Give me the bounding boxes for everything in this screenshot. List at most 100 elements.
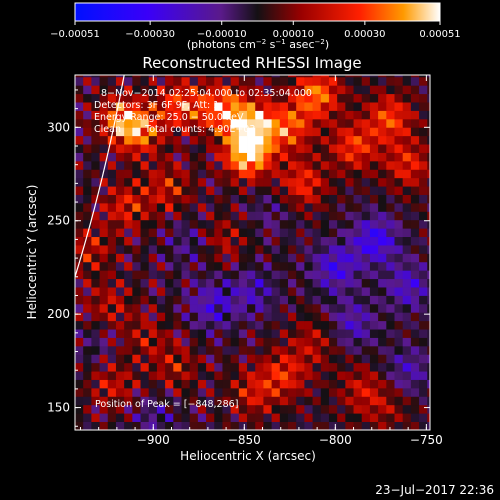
heatmap-cell [238,186,248,195]
heatmap-cell [378,194,387,204]
heatmap-cell [148,228,158,238]
heatmap-cell [369,345,379,355]
heatmap-cell [107,93,117,103]
heatmap-cell [427,118,430,128]
heatmap-cell [83,404,92,414]
heatmap-cell [386,320,395,330]
heatmap-cell [279,413,289,422]
heatmap-cell [361,236,371,246]
heatmap-cell [247,320,256,330]
heatmap-cell [165,102,174,111]
heatmap-cell [124,236,133,246]
heatmap-cell [263,261,273,271]
x-axis-ticks: −900 −850 −800 −750 [79,75,443,447]
heatmap-cell [181,371,191,380]
heatmap-cell [255,228,264,238]
heatmap-cell [353,354,363,364]
heatmap-cell [156,236,166,246]
heatmap-cell [214,211,223,221]
heatmap-cell [386,144,395,153]
heatmap-cell [156,345,166,355]
heatmap-cell [83,287,92,296]
heatmap-cell [107,75,117,78]
heatmap-cell [173,362,182,372]
heatmap-cell [238,236,248,246]
heatmap-cell [83,85,92,95]
heatmap-cell [238,379,248,389]
heatmap-cell [410,85,420,95]
heatmap-cell [419,245,428,254]
heatmap-cell [181,354,191,364]
heatmap-cell [279,354,289,364]
heatmap-cell [124,85,133,95]
heatmap-cell [91,102,100,111]
heatmap-cell [394,387,404,397]
heatmap-cell [312,76,322,86]
heatmap-cell [189,93,199,103]
heatmap-cell [304,135,313,145]
heatmap-cell [107,102,117,111]
heatmap-cell [156,396,166,406]
heatmap-cell [361,413,371,422]
heatmap-cell [189,76,199,86]
heatmap-cell [410,303,420,313]
heatmap-cell [132,329,141,338]
heatmap-cell [230,337,240,347]
heatmap-cell [115,177,125,187]
heatmap-cell [386,387,395,397]
heatmap-cell [296,152,305,162]
heatmap-cell [312,404,322,414]
heatmap-cell [296,85,305,95]
heatmap-cell [369,278,379,288]
heatmap-cell [181,329,191,338]
heatmap-cell [247,278,256,288]
heatmap-cell [238,152,248,162]
heatmap-cell [386,396,395,406]
heatmap-cell [214,295,223,305]
heatmap-cell [99,329,109,338]
heatmap-cell [83,345,92,355]
heatmap-cell [140,287,150,296]
heatmap-cell [156,261,166,271]
heatmap-cell [107,245,117,254]
heatmap-cell [238,362,248,372]
heatmap-cell [394,93,404,103]
heatmap-cell [115,75,125,78]
timestamp: 23−Jul−2017 22:36 [375,483,494,497]
heatmap-cell [328,152,338,162]
heatmap-cell [410,337,420,347]
heatmap-cell [304,236,313,246]
heatmap-cell [83,245,92,254]
heatmap-cell [148,152,158,162]
heatmap-cell [361,421,371,430]
heatmap-cell [263,345,273,355]
heatmap-cell [255,287,264,296]
heatmap-cell [148,169,158,179]
heatmap-cell [124,253,133,263]
heatmap-cell [279,202,289,212]
heatmap-cell [132,295,141,305]
heatmap-cell [378,76,387,86]
heatmap-cell [312,387,322,397]
heatmap-cell [189,253,199,263]
heatmap-cell [214,118,223,128]
heatmap-cell [288,228,297,238]
heatmap-cell [148,337,158,347]
heatmap-cell [222,127,232,137]
heatmap-cell [124,261,133,271]
heatmap-cell [124,329,133,338]
heatmap-cell [386,236,395,246]
heatmap-cell [304,245,313,254]
heatmap-cell [107,303,117,313]
heatmap-cell [189,387,199,397]
heatmap-cell [132,379,141,389]
heatmap-cell [304,202,313,212]
heatmap-cell [132,362,141,372]
heatmap-cell [206,345,215,355]
heatmap-cell [173,228,182,238]
heatmap-cell [361,169,371,179]
heatmap-cell [132,261,141,271]
heatmap-cell [173,337,182,347]
heatmap-cell [353,211,363,221]
heatmap-cell [206,261,215,271]
